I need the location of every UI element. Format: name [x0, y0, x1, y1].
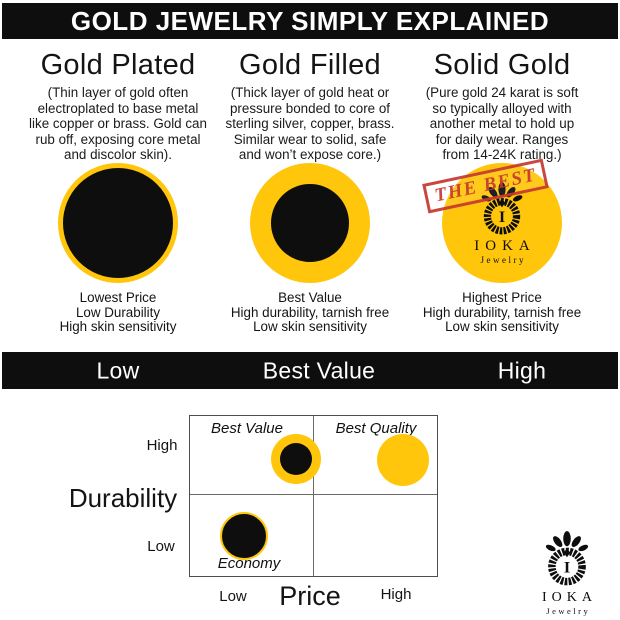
description-line: sterling silver, copper, brass.	[225, 116, 395, 132]
data-point-economy	[220, 512, 268, 560]
scale-label-low: Low	[96, 357, 140, 383]
scale-label-best-value: Best Value	[262, 357, 376, 383]
solid-gold-ring-illustration: IOKA Jewelry	[442, 163, 562, 283]
price-durability-quadrant-chart: Best Value Best Quality Economy	[189, 415, 438, 577]
description-line: pressure bonded to core of	[229, 100, 391, 116]
description-line: electroplated to base metal	[37, 100, 199, 116]
description-line: like copper or brass. Gold can	[29, 116, 207, 132]
y-axis-label: Durability	[68, 483, 178, 513]
attribute-line: Lowest Price	[79, 290, 157, 305]
brand-subtitle: Jewelry	[480, 255, 526, 265]
quadrant-label-best-quality: Best Quality	[335, 420, 417, 437]
attribute-line: High durability, tarnish free	[422, 304, 582, 320]
brand-name: IOKA	[542, 590, 597, 605]
x-tick-high: High	[380, 586, 412, 603]
column-description: (Pure gold 24 karat is soft so typically…	[402, 85, 602, 163]
gold-plated-attributes: Lowest Price Low Durability High skin se…	[13, 290, 223, 335]
page-title: GOLD JEWELRY SIMPLY EXPLAINED	[70, 5, 550, 36]
attribute-line: Best Value	[278, 290, 342, 305]
ioka-emblem-icon	[538, 530, 596, 588]
chart-vertical-divider	[313, 416, 314, 576]
description-line: and discolor skin).	[64, 147, 172, 163]
column-description: (Thin layer of gold often electroplated …	[18, 85, 218, 163]
description-line: from 14-24K rating.)	[442, 147, 562, 163]
description-line: and won’t expose core.)	[238, 147, 382, 163]
gold-filled-attributes: Best Value High durability, tarnish free…	[205, 290, 415, 335]
brand-name: IOKA	[474, 238, 536, 254]
description-line: (Pure gold 24 karat is soft	[425, 85, 579, 100]
solid-gold-attributes: Highest Price High durability, tarnish f…	[397, 290, 607, 335]
value-scale-bar: Low Best Value High	[2, 352, 618, 389]
attribute-line: Low skin sensitivity	[253, 319, 367, 335]
quadrant-label-economy: Economy	[217, 555, 281, 572]
column-description: (Thick layer of gold heat or pressure bo…	[210, 85, 410, 163]
column-gold-plated: Gold Plated (Thin layer of gold often el…	[18, 49, 218, 163]
column-heading: Gold Filled	[239, 49, 381, 81]
y-tick-high: High	[146, 437, 178, 454]
scale-label-high: High	[497, 357, 547, 383]
x-tick-low: Low	[219, 588, 247, 605]
y-tick-low: Low	[147, 538, 175, 555]
attribute-line: Highest Price	[462, 290, 542, 305]
description-line: another metal to hold up	[429, 116, 575, 132]
column-gold-filled: Gold Filled (Thick layer of gold heat or…	[210, 49, 410, 163]
description-line: so typically alloyed with	[432, 100, 572, 116]
description-line: Similar wear to solid, safe	[233, 131, 387, 147]
attribute-line: Low skin sensitivity	[445, 319, 559, 335]
description-line: (Thin layer of gold often	[47, 85, 189, 100]
description-line: for daily wear. Ranges	[435, 131, 569, 147]
title-bar: GOLD JEWELRY SIMPLY EXPLAINED	[2, 3, 618, 39]
description-line: rub off, exposing core metal	[35, 131, 201, 147]
data-point-core	[280, 443, 312, 475]
attribute-line: High durability, tarnish free	[230, 304, 390, 320]
gold-filled-ring-illustration	[250, 163, 370, 283]
column-heading: Gold Plated	[40, 49, 196, 81]
data-point-best-quality	[377, 434, 429, 486]
gold-plated-ring-illustration	[58, 163, 178, 283]
attribute-line: High skin sensitivity	[59, 319, 177, 335]
chart-horizontal-divider	[190, 494, 437, 495]
column-heading: Solid Gold	[433, 49, 571, 81]
data-point-best-value	[271, 434, 321, 484]
ioka-jewelry-logo: IOKA Jewelry	[527, 530, 607, 616]
quadrant-label-best-value: Best Value	[211, 420, 283, 437]
column-solid-gold: Solid Gold (Pure gold 24 karat is soft s…	[402, 49, 602, 163]
attribute-line: Low Durability	[75, 304, 161, 320]
description-line: (Thick layer of gold heat or	[230, 85, 390, 100]
x-axis-label: Price	[279, 581, 341, 611]
brand-subtitle: Jewelry	[546, 606, 591, 616]
